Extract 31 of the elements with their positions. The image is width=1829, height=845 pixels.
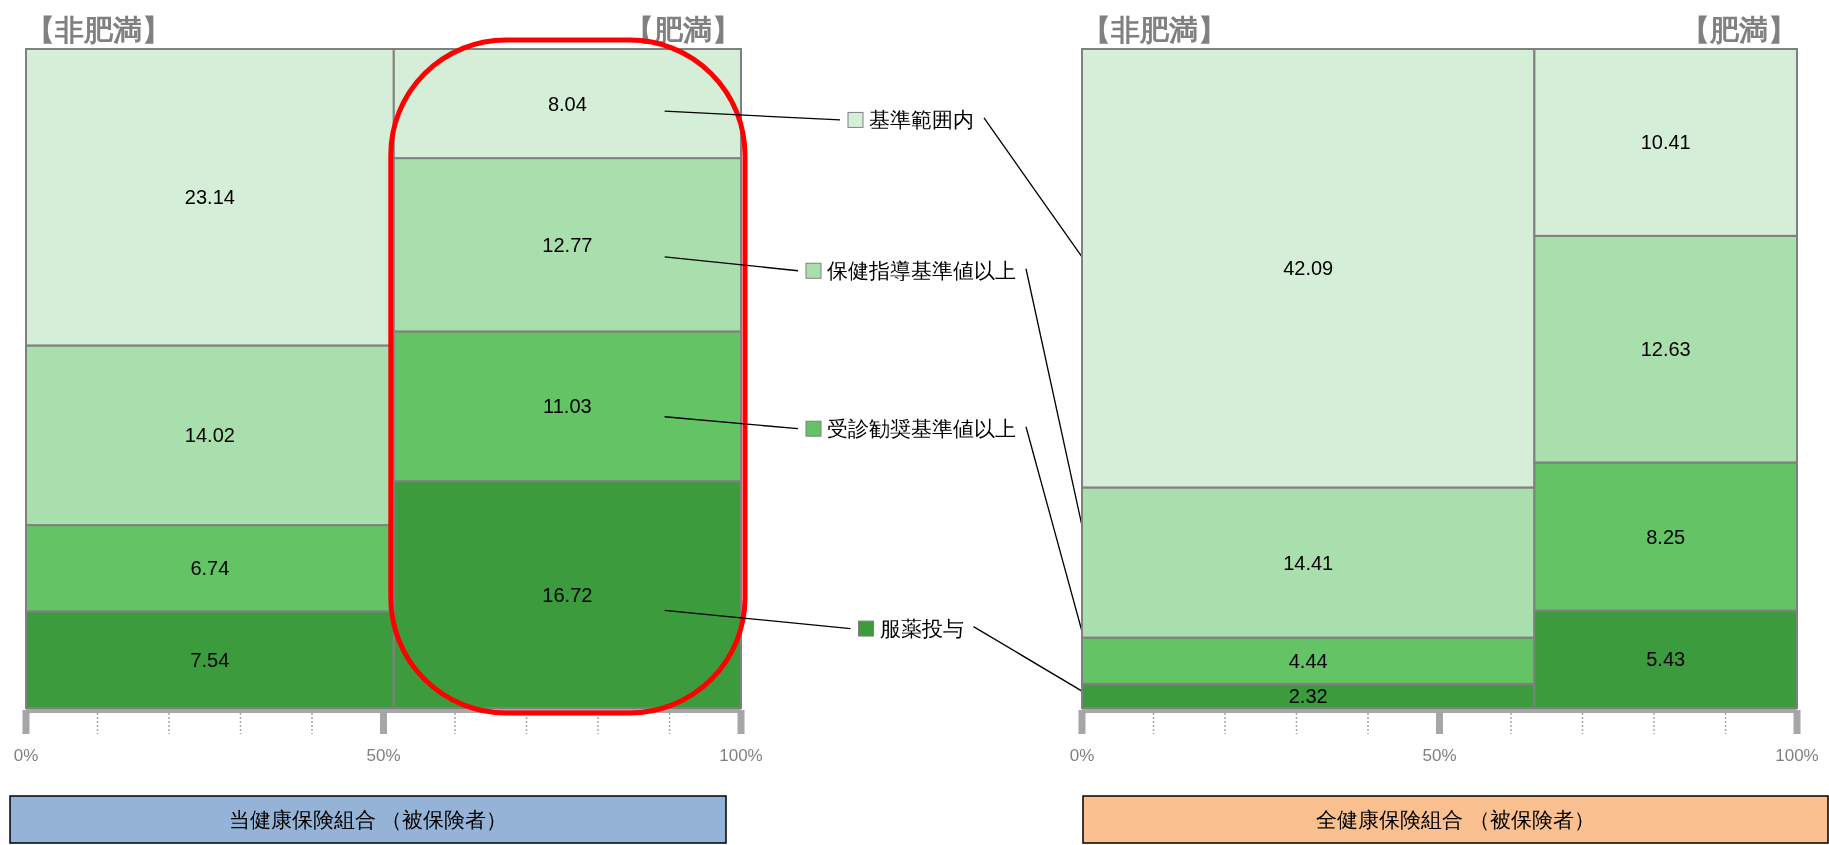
legend-label: 保健指導基準値以上	[827, 258, 1016, 282]
legend-label: 受診勧奨基準値以上	[827, 416, 1016, 440]
data-label: 42.09	[1283, 257, 1334, 280]
data-label: 14.41	[1283, 551, 1334, 574]
text: 100%	[1775, 746, 1819, 765]
data-label: 2.32	[1288, 684, 1328, 707]
text: 全健康保険組合 （被保険者）	[1316, 808, 1595, 831]
data-label: 12.77	[542, 233, 593, 256]
data-label: 11.03	[543, 395, 592, 418]
data-label: 5.43	[1646, 648, 1686, 671]
text: 当健康保険組合 （被保険者）	[228, 808, 508, 831]
category-label: 【非肥満】	[1082, 14, 1227, 46]
data-label: 23.14	[184, 186, 235, 209]
data-label: 8.04	[547, 92, 587, 115]
text: 100%	[719, 746, 763, 765]
data-label: 7.54	[190, 648, 230, 671]
text: 0%	[13, 746, 39, 765]
data-label: 12.63	[1640, 338, 1691, 361]
data-label: 16.72	[542, 583, 593, 606]
legend-label: 基準範囲内	[869, 107, 974, 131]
data-label: 10.41	[1640, 131, 1691, 154]
text: 50%	[366, 746, 401, 765]
data-label: 14.02	[184, 424, 235, 447]
category-label: 【肥満】	[1681, 14, 1797, 46]
text: 0%	[1069, 746, 1095, 765]
legend-label: 服薬投与	[879, 616, 964, 640]
data-label: 6.74	[190, 557, 230, 580]
category-label: 【非肥満】	[26, 14, 171, 46]
data-label: 4.44	[1288, 649, 1328, 672]
text: 50%	[1422, 746, 1457, 765]
data-label: 8.25	[1646, 525, 1686, 548]
